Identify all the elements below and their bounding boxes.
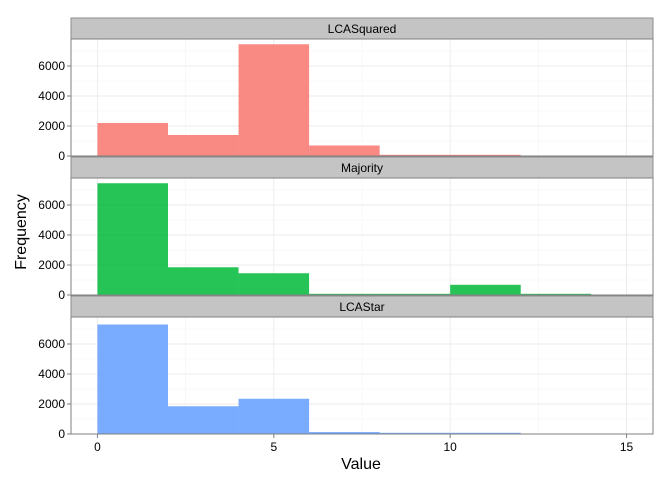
facet-majority: Majority 0 2000 4000 6000 [38, 156, 654, 302]
y-tick-label: 0 [58, 288, 65, 302]
histogram-bar [168, 267, 239, 295]
facet-panels: LCASquared 0 2000 4000 6000 Majority 0 2000 4000… [38, 17, 654, 441]
histogram-bar [238, 398, 310, 434]
facet-lcasquared: LCASquared 0 2000 4000 6000 [38, 17, 654, 163]
y-tick-label: 6000 [38, 337, 65, 351]
panel-border [70, 38, 654, 157]
facet-strip-label: Majority [341, 161, 383, 175]
histogram-bar [309, 293, 380, 295]
x-tick-label: 15 [620, 440, 634, 454]
histogram-bar [450, 154, 521, 156]
histogram-bar [168, 406, 239, 434]
facet-lcastar: LCAStar 0 2000 4000 6000 [38, 295, 654, 441]
y-tick-label: 0 [58, 149, 65, 163]
y-tick-label: 6000 [38, 198, 65, 212]
histogram-bar [238, 273, 310, 295]
y-tick-label: 0 [58, 427, 65, 441]
panel-border [70, 316, 654, 435]
histogram-bar [450, 432, 521, 434]
panel-border [70, 177, 654, 296]
y-tick-label: 4000 [38, 367, 65, 381]
histogram-bar [97, 183, 168, 295]
histogram-bar [379, 154, 451, 156]
x-tick-label: 10 [444, 440, 458, 454]
histogram-bar [168, 135, 239, 156]
histogram-bar [379, 432, 451, 434]
histogram-bar [379, 293, 451, 295]
y-tick-label: 6000 [38, 59, 65, 73]
histogram-bar [309, 145, 380, 156]
facet-strip-label: LCAStar [339, 300, 384, 314]
x-axis: 0 5 10 15 [94, 434, 634, 454]
y-tick-label: 2000 [38, 258, 65, 272]
x-axis-label: Value [341, 456, 381, 473]
histogram-bar [520, 293, 592, 295]
y-tick-label: 2000 [38, 397, 65, 411]
histogram-bar [450, 284, 521, 295]
facet-strip-label: LCASquared [328, 22, 397, 36]
y-axis-label: Frequency [13, 194, 30, 270]
y-tick-label: 2000 [38, 119, 65, 133]
histogram-bar [97, 324, 168, 434]
histogram-bar [238, 44, 310, 156]
histogram-bar [97, 123, 168, 156]
x-tick-label: 5 [270, 440, 277, 454]
histogram-bar [309, 432, 380, 434]
x-tick-label: 0 [94, 440, 101, 454]
y-tick-label: 4000 [38, 228, 65, 242]
y-tick-label: 4000 [38, 89, 65, 103]
